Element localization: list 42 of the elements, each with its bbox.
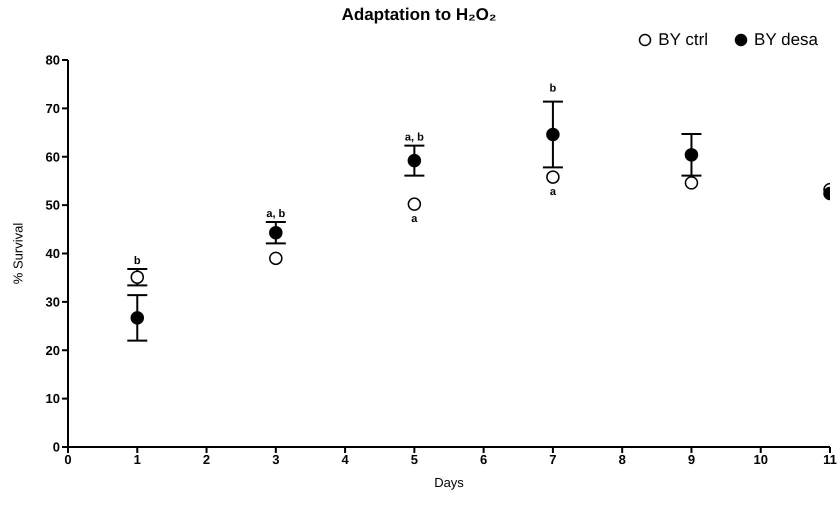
- y-tick-label: 40: [46, 246, 60, 262]
- x-tick-label: 4: [341, 452, 350, 468]
- y-tick-label: 80: [46, 52, 60, 68]
- x-tick-label: 1: [134, 452, 141, 468]
- legend-label: BY ctrl: [657, 30, 708, 50]
- x-tick-label: 3: [272, 452, 280, 468]
- y-tick-label: 30: [46, 294, 60, 310]
- x-tick-label: 2: [202, 452, 210, 468]
- point: [684, 148, 698, 162]
- x-tick-label: 6: [480, 452, 488, 468]
- x-tick-label: 10: [753, 452, 768, 468]
- point: [269, 226, 283, 240]
- point: [408, 154, 422, 168]
- y-axis-title: % Survival: [10, 222, 26, 284]
- x-tick-label: 11: [823, 452, 837, 468]
- x-tick-label: 5: [410, 452, 418, 468]
- y-tick-label: 60: [46, 149, 60, 164]
- annotation: b: [134, 254, 141, 267]
- x-tick-label: 8: [618, 452, 626, 468]
- point: [269, 252, 283, 266]
- legend-label: BY desa: [753, 30, 818, 50]
- x-tick-label: 0: [64, 452, 72, 468]
- x-tick-label: 7: [549, 452, 557, 468]
- annotation: a: [550, 186, 557, 198]
- point: [130, 270, 144, 284]
- point: [684, 176, 698, 190]
- point: [546, 128, 560, 142]
- point: [546, 170, 560, 184]
- point: [408, 197, 422, 211]
- y-tick-label: 50: [46, 198, 60, 213]
- y-tick-label: 10: [46, 391, 60, 406]
- point: [130, 311, 144, 325]
- annotation: a: [411, 212, 418, 225]
- annotation: a, b: [266, 208, 286, 220]
- y-tick-label: 70: [46, 100, 60, 116]
- chart-title: Adaptation to H₂O₂: [340, 4, 498, 26]
- annotation: a, b: [404, 132, 424, 144]
- y-tick-label: 20: [46, 342, 60, 358]
- annotation: b: [550, 82, 557, 95]
- x-axis-title: Days: [434, 475, 464, 490]
- x-tick-label: 9: [688, 452, 696, 468]
- y-tick-label: 0: [52, 440, 60, 455]
